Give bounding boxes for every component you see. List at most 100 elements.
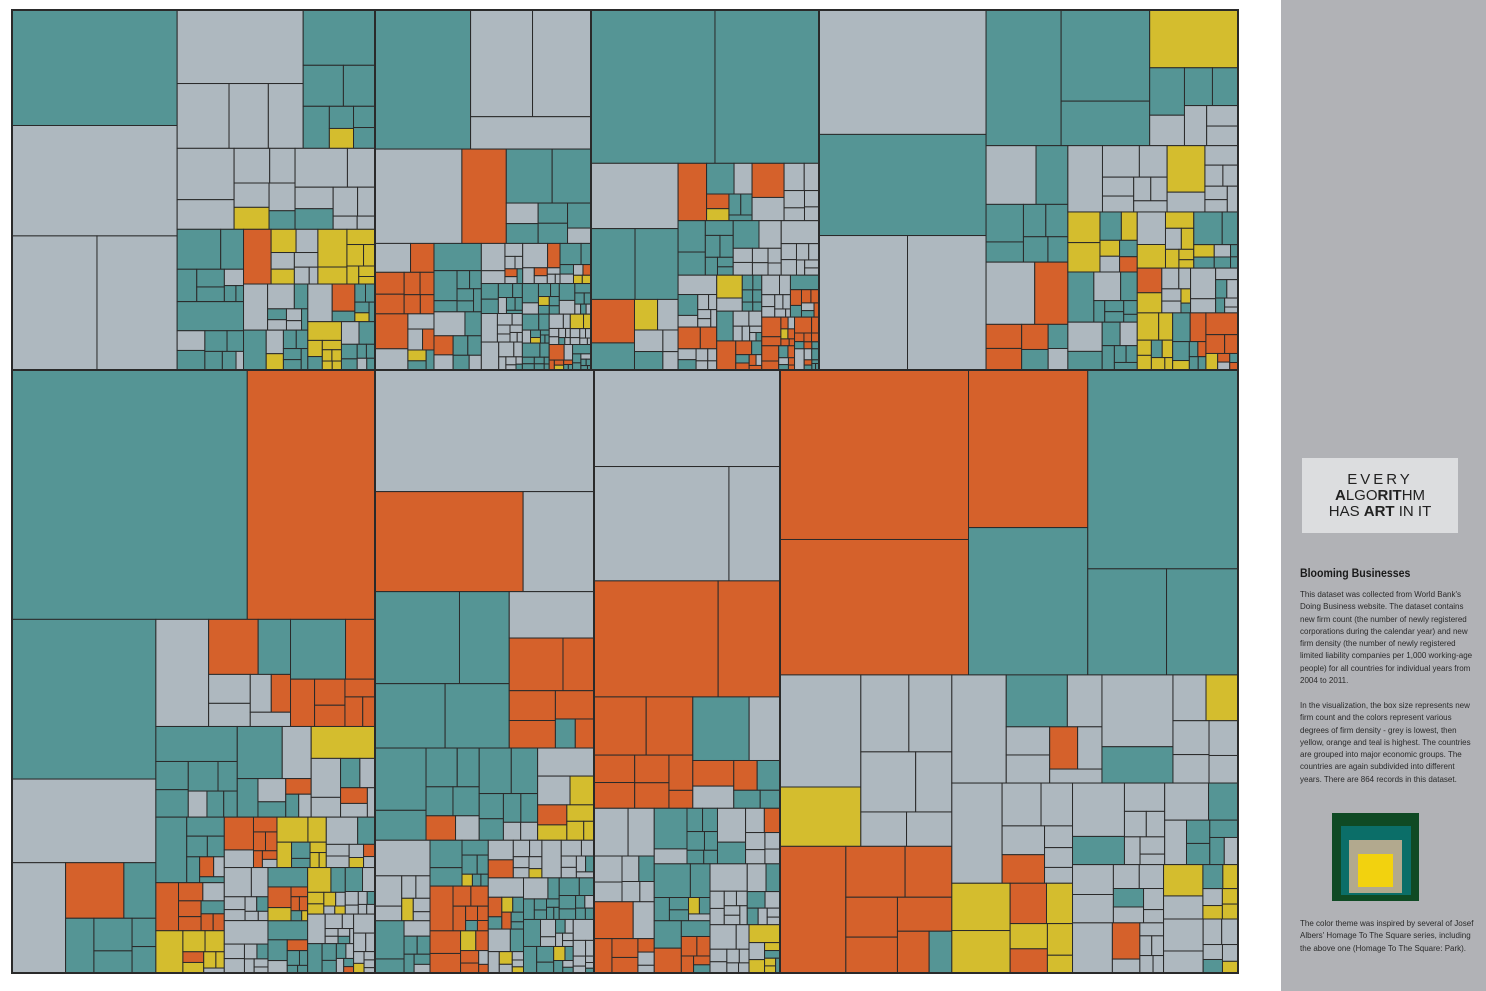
treemap-cell [321,349,333,362]
treemap-cell [257,801,287,818]
treemap-cell [328,127,355,149]
treemap-cell [1178,248,1195,261]
treemap-cell [537,804,568,826]
treemap-cell [1183,105,1208,147]
treemap-cell [282,329,297,350]
treemap-cell [1022,236,1049,263]
treemap-cell [340,802,368,818]
treemap-cell [794,316,813,334]
treemap-cell [1111,922,1141,960]
treemap-group-border [779,369,1239,974]
treemap-cell [256,896,269,912]
treemap-cell [680,955,695,974]
treemap-cell [252,816,278,833]
treemap-cell [487,839,514,861]
treemap-cell [634,754,670,784]
treemap-cell [566,820,585,841]
treemap-cell [1072,782,1125,837]
treemap-cell [403,953,415,974]
treemap-cell [906,811,953,847]
treemap-cell [1120,211,1138,241]
treemap-cell [560,839,582,857]
treemap-cell [564,918,574,934]
treemap-cell [748,696,781,761]
treemap-cell [530,329,541,339]
treemap-cell [540,918,557,938]
treemap-cell [309,852,320,869]
treemap-cell [452,885,472,907]
sidebar: EVERY ALGORITHM HAS ART IN IT Blooming B… [1281,0,1486,991]
treemap-cell [723,905,741,916]
treemap-cell [593,580,719,698]
treemap-cell [374,683,446,749]
treemap-cell [363,856,376,869]
treemap-cell [708,294,718,311]
treemap-cell [716,266,734,276]
treemap-cell [331,310,356,323]
treemap-cell [795,259,806,276]
treemap-cell [410,242,435,273]
treemap-cell [236,725,283,780]
treemap-cell [572,264,584,276]
treemap-cell [1021,323,1049,350]
treemap-cell [1172,720,1210,756]
treemap-cell [695,348,709,362]
treemap-cell [688,913,711,922]
treemap-cell [293,283,309,310]
treemap-cell [455,815,480,841]
treemap-cell [537,202,569,224]
treemap-cell [1139,955,1154,974]
treemap-cell [716,310,734,342]
treemap-cell [668,909,690,922]
treemap-cell [749,332,757,342]
treemap-cell [1166,145,1206,193]
treemap-cell [559,242,582,266]
treemap-cell [321,959,337,974]
treemap-cell [176,268,198,303]
treemap-cell [456,747,480,788]
treemap-cell [176,301,245,332]
treemap-cell [501,896,514,913]
treemap-cell [335,891,346,907]
treemap-cell [787,316,796,330]
treemap-cell [477,905,489,922]
treemap-cell [572,274,583,285]
treemap-cell [1093,271,1122,302]
treemap-cell [716,841,747,865]
treemap-cell [346,244,365,267]
treemap-cell [344,904,359,915]
treemap-cell [508,720,556,749]
treemap-cell [668,897,690,911]
albers-square-image [1332,813,1419,901]
treemap-cell [748,959,766,974]
treemap-cell [365,343,376,359]
treemap-cell [425,815,457,841]
treemap-cell [357,903,368,915]
treemap-cell [363,951,376,961]
treemap-cell [564,337,571,346]
treemap-cell [1202,958,1223,974]
treemap-cell [514,255,524,270]
treemap-cell [1138,145,1168,178]
treemap-cell [407,360,427,371]
treemap-cell [536,945,555,963]
treemap-cell [307,867,332,893]
treemap-cell [267,920,309,941]
treemap-cell [1072,864,1114,896]
treemap-cell [1067,145,1103,213]
treemap-cell [1099,255,1121,273]
treemap-cell [1087,568,1168,676]
treemap-cell [537,283,552,298]
treemap-cell [223,268,245,287]
treemap-cell [548,313,564,329]
treemap-cell [187,760,219,792]
treemap-cell [366,903,376,915]
treemap-cell [593,938,613,974]
treemap-cell [580,303,587,315]
treemap-cell [217,760,238,792]
treemap-cell [460,950,480,964]
treemap-cell [985,323,1023,349]
treemap-cell [907,235,987,371]
treemap-cell [1047,347,1069,371]
treemap-cell [504,255,516,270]
